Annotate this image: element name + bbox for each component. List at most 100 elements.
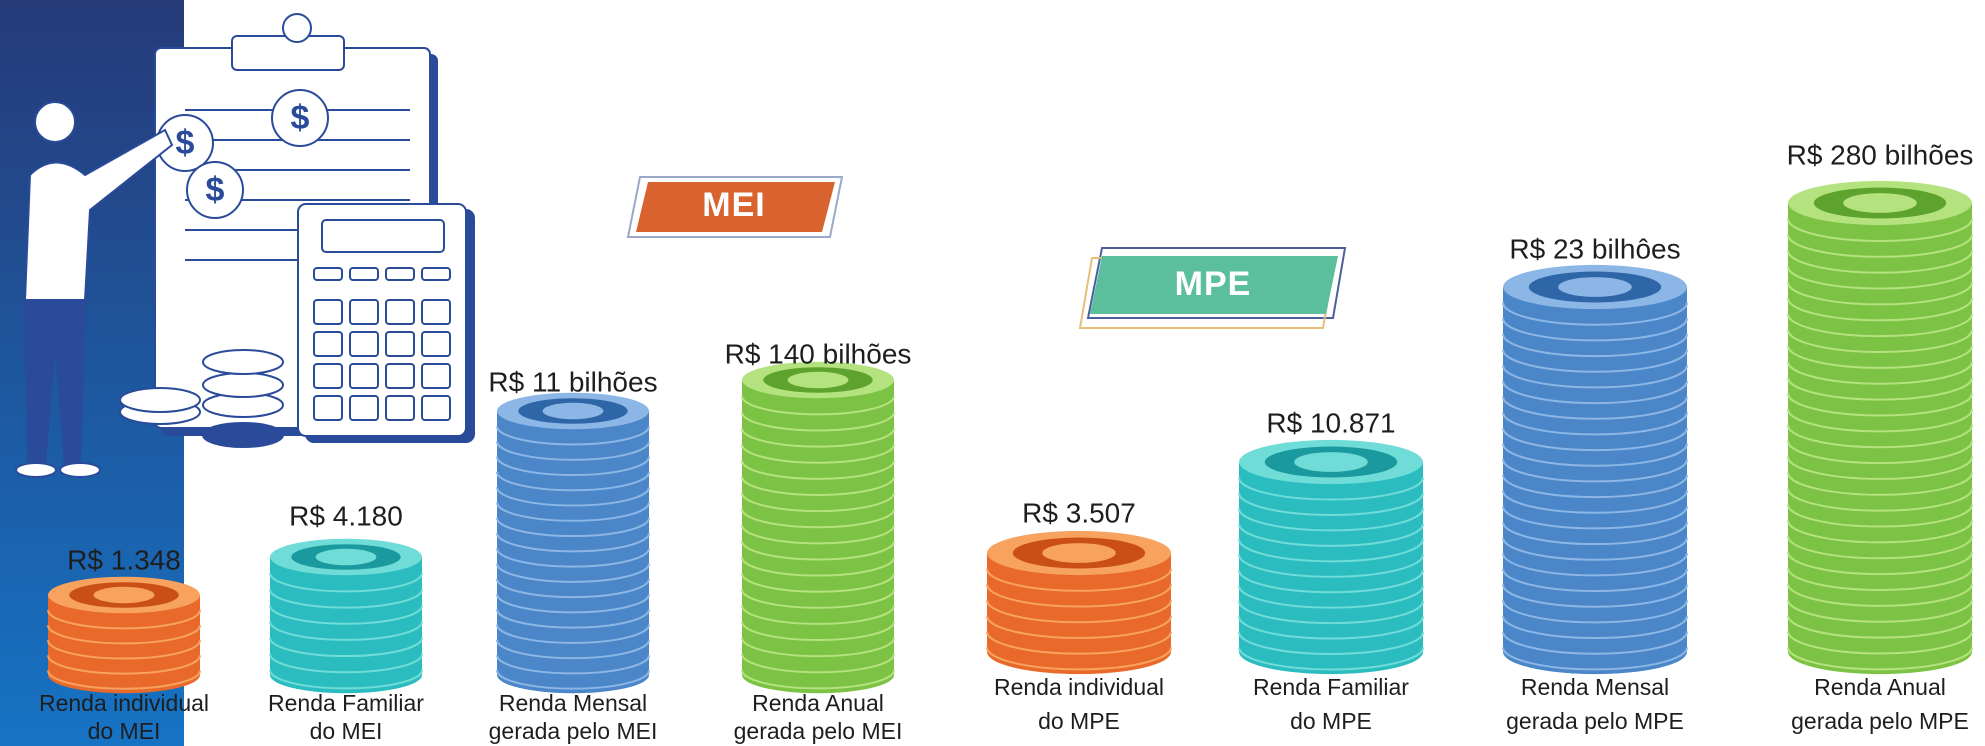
stack-base: [987, 629, 1171, 675]
coin-edge: [1502, 412, 1688, 436]
value-label: R$ 23 bilhôes: [1509, 233, 1680, 264]
coin-inner: [1294, 452, 1368, 472]
key: [349, 395, 379, 421]
coin-edge: [496, 517, 650, 538]
value-label: R$ 4.180: [289, 500, 403, 531]
coin-edge: [1502, 474, 1688, 499]
coin-edge: [496, 563, 650, 583]
coin-edge: [47, 609, 201, 630]
coin-edge: [269, 621, 423, 641]
coin-edge: [1502, 537, 1688, 561]
coin-edge: [1787, 440, 1973, 465]
coin-stack: [986, 530, 1172, 675]
coin-edge: [1787, 472, 1973, 496]
coin-edge: [1502, 396, 1688, 420]
coin-edge: [1787, 313, 1973, 338]
coin-edge: [1787, 377, 1973, 401]
key: [385, 363, 415, 389]
coin-edge: [1502, 647, 1688, 671]
coin-stack: [269, 538, 423, 694]
coin-edge: [1238, 539, 1424, 563]
coin-edge: [1787, 345, 1973, 369]
key: [349, 331, 379, 357]
caption: do MPE: [1290, 708, 1372, 734]
key: [313, 331, 343, 357]
coin-edge: [1787, 631, 1973, 655]
coin-edge: [496, 426, 650, 446]
coin-edge: [47, 640, 201, 660]
key: [349, 267, 379, 281]
coin-stack: [1502, 264, 1688, 675]
coin-edge: [1787, 647, 1973, 671]
caption: Renda Familiar: [268, 690, 424, 716]
coin-edge: [496, 471, 650, 492]
coin-edge: [496, 441, 650, 461]
coin-edge: [1787, 218, 1973, 242]
value-label: R$ 11 bilhões: [488, 366, 657, 397]
key: [385, 267, 415, 281]
coin-edge: [1787, 504, 1973, 528]
coin-edge: [1787, 520, 1973, 544]
coin-edge: [1787, 615, 1973, 639]
coin-edge: [986, 647, 1172, 671]
coin-edge: [1502, 443, 1688, 467]
coin-stack: [1238, 439, 1424, 675]
key: [349, 299, 379, 325]
coin-inner: [1558, 277, 1632, 297]
coin-edge: [1502, 584, 1688, 608]
coin-edge: [1502, 506, 1688, 530]
caption: Renda individual: [39, 690, 209, 716]
coin-edge: [496, 502, 650, 522]
coin-edge: [496, 593, 650, 614]
key: [421, 363, 451, 389]
mpe-badge: [1078, 247, 1347, 329]
value-label: R$ 280 bilhões: [1787, 139, 1974, 170]
coin-edge: [1502, 459, 1688, 483]
coin-dollars: $ $ $: [176, 99, 310, 209]
caption: gerada pelo MEI: [734, 718, 903, 744]
coin-edge: [986, 631, 1172, 655]
coin-edge: [1238, 477, 1424, 501]
coin-edge: [741, 395, 895, 416]
coin-edge: [496, 624, 650, 644]
coin-edge: [1787, 298, 1973, 322]
coin-edge: [1787, 266, 1973, 290]
coin-inner: [542, 402, 604, 420]
coin-stack: [496, 392, 650, 694]
stack-body: [497, 411, 649, 675]
key: [421, 299, 451, 325]
badge-label: MPE: [1175, 265, 1252, 303]
coin-stack: [1787, 180, 1973, 675]
coin-edge: [741, 444, 895, 464]
coin-edge: [1502, 318, 1688, 342]
key: [313, 363, 343, 389]
coin-edge: [1238, 585, 1424, 609]
caption: do MEI: [88, 718, 161, 744]
coin-edge: [741, 460, 895, 480]
caption: do MPE: [1038, 708, 1120, 734]
caption: gerada pelo MPE: [1791, 708, 1969, 734]
caption: Renda individual: [994, 674, 1164, 700]
coin-edge: [1502, 349, 1688, 373]
coin-edge: [1502, 380, 1688, 405]
coin-edge: [1787, 234, 1973, 258]
coin-edge: [741, 508, 895, 529]
coin-edge: [496, 532, 650, 553]
coin-edge: [47, 655, 201, 675]
caption: gerada pelo MPE: [1506, 708, 1684, 734]
coin-edge: [1787, 536, 1973, 560]
coin-edge: [741, 670, 895, 690]
coin-edge: [1238, 508, 1424, 532]
coin-edge: [1787, 425, 1973, 449]
coin-edge: [1787, 567, 1973, 591]
coin-edge: [269, 589, 423, 609]
coin-edge: [269, 653, 423, 674]
coin-edge: [986, 615, 1172, 639]
illustration: [15, 13, 475, 478]
coin-edge: [741, 557, 895, 577]
caption: Renda Familiar: [1253, 674, 1409, 700]
mei-badge: [626, 176, 844, 238]
coin-edge: [1238, 600, 1424, 625]
coin-edge: [1502, 631, 1688, 655]
